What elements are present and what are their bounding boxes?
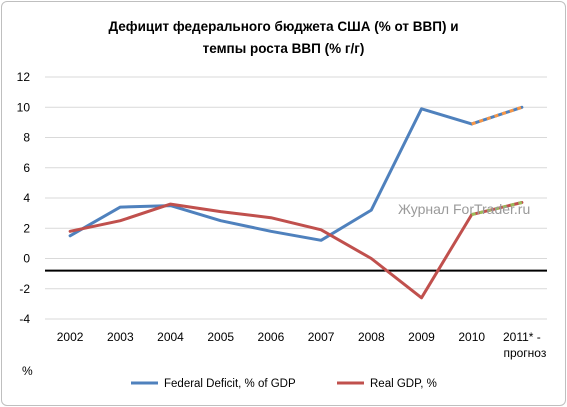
legend-label: Real GDP, % xyxy=(370,378,437,390)
x-tick-label: 2002 xyxy=(57,330,84,344)
legend: Federal Deficit, % of GDP Real GDP, % xyxy=(131,378,437,390)
x-tick-label: 2005 xyxy=(207,330,234,344)
x-tick-label: 2006 xyxy=(258,330,285,344)
y-tick-label: 6 xyxy=(23,161,30,175)
y-axis-tick-labels: 12 10 8 6 4 2 0 -2 -4 xyxy=(17,70,31,326)
y-tick-label: 2 xyxy=(23,221,30,235)
watermark: Журнал ForTrader.ru xyxy=(398,201,530,217)
y-unit-label: % xyxy=(22,364,33,378)
chart-title-line-2: темпы роста ВВП (% г/г) xyxy=(202,41,365,56)
x-tick-label: 2007 xyxy=(308,330,335,344)
y-tick-label: -4 xyxy=(19,312,30,326)
x-tick-sublabel: прогноз xyxy=(503,346,546,360)
series-forecast-dash-gdp xyxy=(471,201,523,217)
y-tick-label: 10 xyxy=(17,100,31,114)
series-lines xyxy=(68,105,524,300)
series-forecast-dash-deficit xyxy=(471,105,523,126)
gridlines xyxy=(45,76,547,320)
x-tick-label: 2004 xyxy=(157,330,184,344)
y-tick-label: 8 xyxy=(23,131,30,145)
series-line-deficit xyxy=(68,107,474,242)
y-tick-label: 0 xyxy=(23,252,30,266)
series-line-gdp xyxy=(68,202,474,300)
x-axis-tick-labels: 2002 2003 2004 2005 2006 2007 2008 2009 2010 2011… xyxy=(57,330,547,360)
x-tick-label: 2009 xyxy=(408,330,435,344)
y-tick-label: 4 xyxy=(23,191,30,205)
x-tick-label: 2011* - xyxy=(503,330,541,344)
y-tick-label: -2 xyxy=(19,282,30,296)
x-tick-label: 2003 xyxy=(107,330,134,344)
chart-title-line-1: Дефицит федерального бюджета США (% от В… xyxy=(108,19,459,34)
legend-label: Federal Deficit, % of GDP xyxy=(164,378,296,390)
x-tick-label: 2010 xyxy=(458,330,485,344)
y-tick-label: 12 xyxy=(17,70,31,84)
chart-title: Дефицит федерального бюджета США (% от В… xyxy=(0,16,567,60)
x-tick-label: 2008 xyxy=(358,330,385,344)
